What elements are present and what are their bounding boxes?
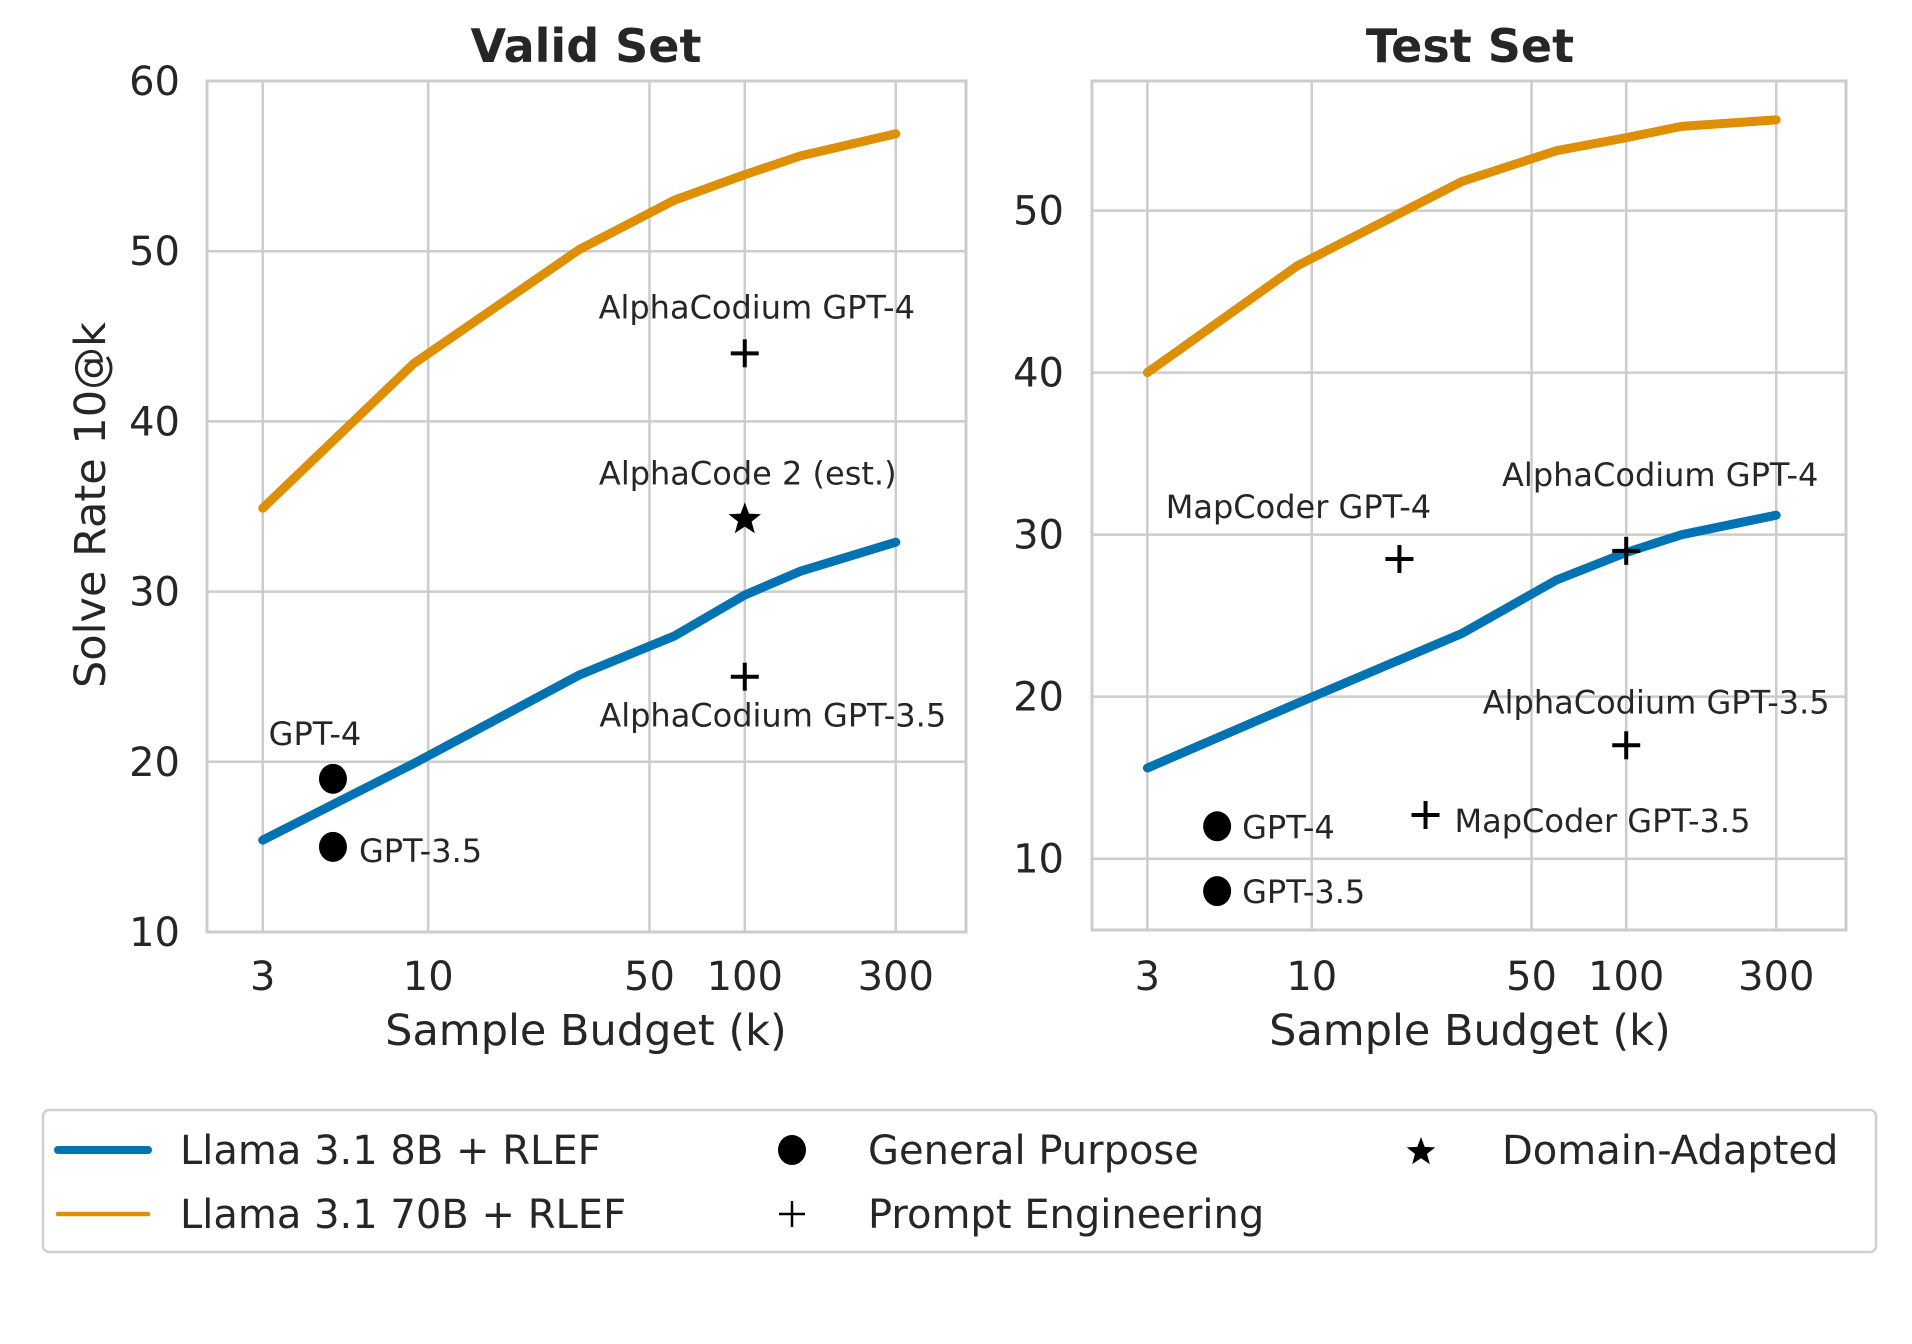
data-point: MapCoder GPT-3.5 (1412, 801, 1751, 840)
x-tick-label: 10 (403, 954, 454, 1000)
circle-marker-icon (319, 764, 347, 794)
y-tick-label: 40 (129, 399, 180, 445)
y-tick-label: 60 (129, 59, 180, 105)
point-label: GPT-3.5 (359, 832, 482, 870)
x-axis-label: Sample Budget (k) (385, 1006, 787, 1056)
legend-label-70b: Llama 3.1 70B + RLEF (180, 1192, 626, 1238)
panel-title: Test Set (1366, 19, 1574, 73)
x-tick-label: 3 (250, 954, 275, 1000)
x-tick-label: 50 (1506, 954, 1557, 1000)
x-axis-label: Sample Budget (k) (1269, 1006, 1671, 1056)
point-label: AlphaCodium GPT-4 (599, 288, 915, 326)
point-label: AlphaCodium GPT-3.5 (599, 697, 946, 735)
point-label: GPT-3.5 (1242, 873, 1365, 911)
y-tick-label: 40 (1013, 351, 1064, 397)
x-tick-label: 100 (1588, 954, 1664, 1000)
legend: Llama 3.1 8B + RLEF Llama 3.1 70B + RLEF… (43, 1110, 1876, 1252)
y-tick-label: 20 (1013, 675, 1064, 721)
y-tick-label: 20 (129, 740, 180, 786)
legend-label-domain-adapted: Domain-Adapted (1502, 1128, 1838, 1174)
point-label: MapCoder GPT-4 (1166, 488, 1431, 526)
x-tick-label: 10 (1286, 954, 1337, 1000)
x-tick-label: 50 (624, 954, 675, 1000)
point-label: GPT-4 (1242, 808, 1335, 846)
circle-marker-icon (319, 832, 347, 862)
y-tick-label: 30 (1013, 513, 1064, 559)
point-label: AlphaCode 2 (est.) (599, 454, 897, 492)
point-label: AlphaCodium GPT-3.5 (1483, 683, 1830, 721)
y-tick-label: 10 (1013, 837, 1064, 883)
x-tick-label: 300 (858, 954, 934, 1000)
point-label: MapCoder GPT-3.5 (1455, 802, 1751, 840)
y-tick-label: 50 (1013, 189, 1064, 235)
x-tick-label: 100 (707, 954, 783, 1000)
y-tick-label: 50 (129, 229, 180, 275)
x-tick-label: 300 (1738, 954, 1814, 1000)
legend-label-general-purpose: General Purpose (868, 1128, 1199, 1174)
point-label: GPT-4 (269, 715, 362, 753)
y-tick-label: 30 (129, 570, 180, 616)
point-label: AlphaCodium GPT-4 (1502, 456, 1818, 494)
x-tick-label: 3 (1135, 954, 1160, 1000)
y-axis-label: Solve Rate 10@k (66, 322, 116, 688)
y-tick-label: 10 (129, 910, 180, 956)
panel-title: Valid Set (471, 19, 702, 73)
legend-label-8b: Llama 3.1 8B + RLEF (180, 1128, 601, 1174)
circle-marker-icon (1203, 876, 1231, 906)
legend-circle-icon (778, 1135, 806, 1165)
circle-marker-icon (1203, 811, 1231, 841)
legend-label-prompt-engineering: Prompt Engineering (868, 1192, 1264, 1238)
